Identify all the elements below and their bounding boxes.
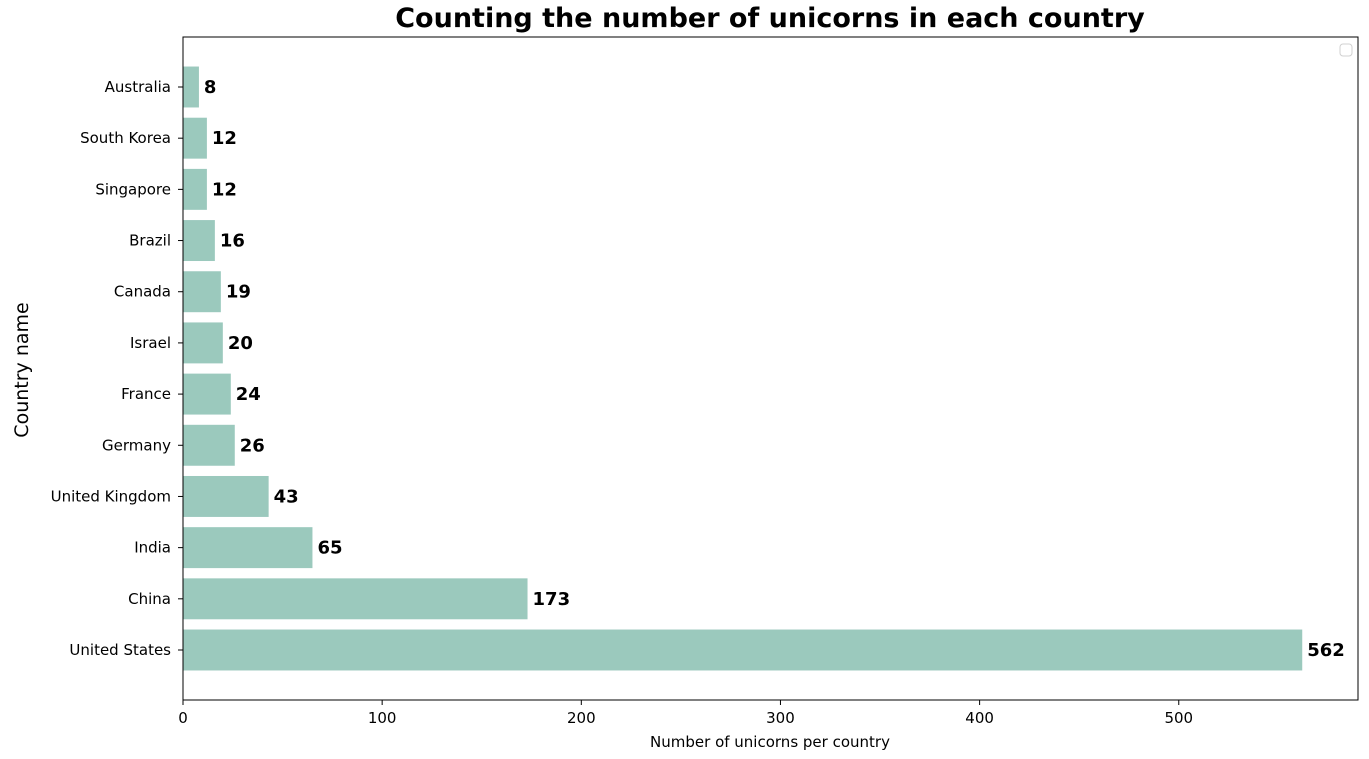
y-tick-label: Canada	[114, 283, 171, 301]
x-tick-label: 0	[178, 709, 188, 727]
data-label: 24	[236, 384, 261, 405]
data-label: 16	[220, 231, 245, 252]
data-labels-layer: 562 173 65 43 26 24 20 19 16 12 12 8	[204, 77, 1345, 661]
bar	[183, 475, 269, 517]
data-label: 12	[212, 128, 237, 149]
y-axis-ticks: United States China India United Kingdom Ger…	[51, 78, 183, 659]
bar	[183, 117, 207, 159]
data-label: 562	[1307, 640, 1345, 661]
y-tick-label: Israel	[130, 334, 171, 352]
y-tick-label: Brazil	[129, 232, 171, 250]
x-tick-label: 100	[368, 709, 397, 727]
y-tick-label: South Korea	[80, 129, 171, 147]
data-label: 19	[226, 282, 251, 303]
y-tick-label: United States	[69, 641, 171, 659]
data-label: 43	[274, 486, 299, 507]
y-tick-label: Germany	[102, 436, 171, 454]
data-label: 173	[533, 589, 571, 610]
y-tick-label: Singapore	[95, 180, 171, 198]
bar	[183, 220, 215, 262]
y-tick-label: Australia	[105, 78, 171, 96]
x-tick-label: 300	[766, 709, 795, 727]
bar	[183, 373, 231, 415]
bar	[183, 168, 207, 210]
y-tick-label: United Kingdom	[51, 487, 171, 505]
x-tick-label: 200	[567, 709, 596, 727]
bar	[183, 578, 528, 620]
bar	[183, 322, 223, 364]
bar	[183, 629, 1303, 671]
x-tick-label: 400	[965, 709, 994, 727]
x-tick-label: 500	[1164, 709, 1193, 727]
y-tick-label: India	[134, 539, 171, 557]
y-tick-label: China	[128, 590, 171, 608]
data-label: 26	[240, 435, 265, 456]
legend-box	[1339, 43, 1353, 57]
x-axis-title: Number of unicorns per country	[650, 733, 890, 751]
data-label: 20	[228, 333, 253, 354]
y-axis-title: Country name	[11, 302, 33, 437]
data-label: 8	[204, 77, 217, 98]
y-tick-label: France	[121, 385, 171, 403]
plot-frame	[182, 36, 1359, 701]
bar	[183, 527, 313, 569]
x-axis-ticks: 0 100 200 300 400 500	[178, 700, 1193, 727]
bar	[183, 271, 221, 313]
bar	[183, 424, 235, 466]
bars-layer	[183, 66, 1303, 671]
chart-title: Counting the number of unicorns in each …	[395, 3, 1145, 34]
bar	[183, 66, 199, 108]
data-label: 65	[317, 538, 342, 559]
data-label: 12	[212, 179, 237, 200]
